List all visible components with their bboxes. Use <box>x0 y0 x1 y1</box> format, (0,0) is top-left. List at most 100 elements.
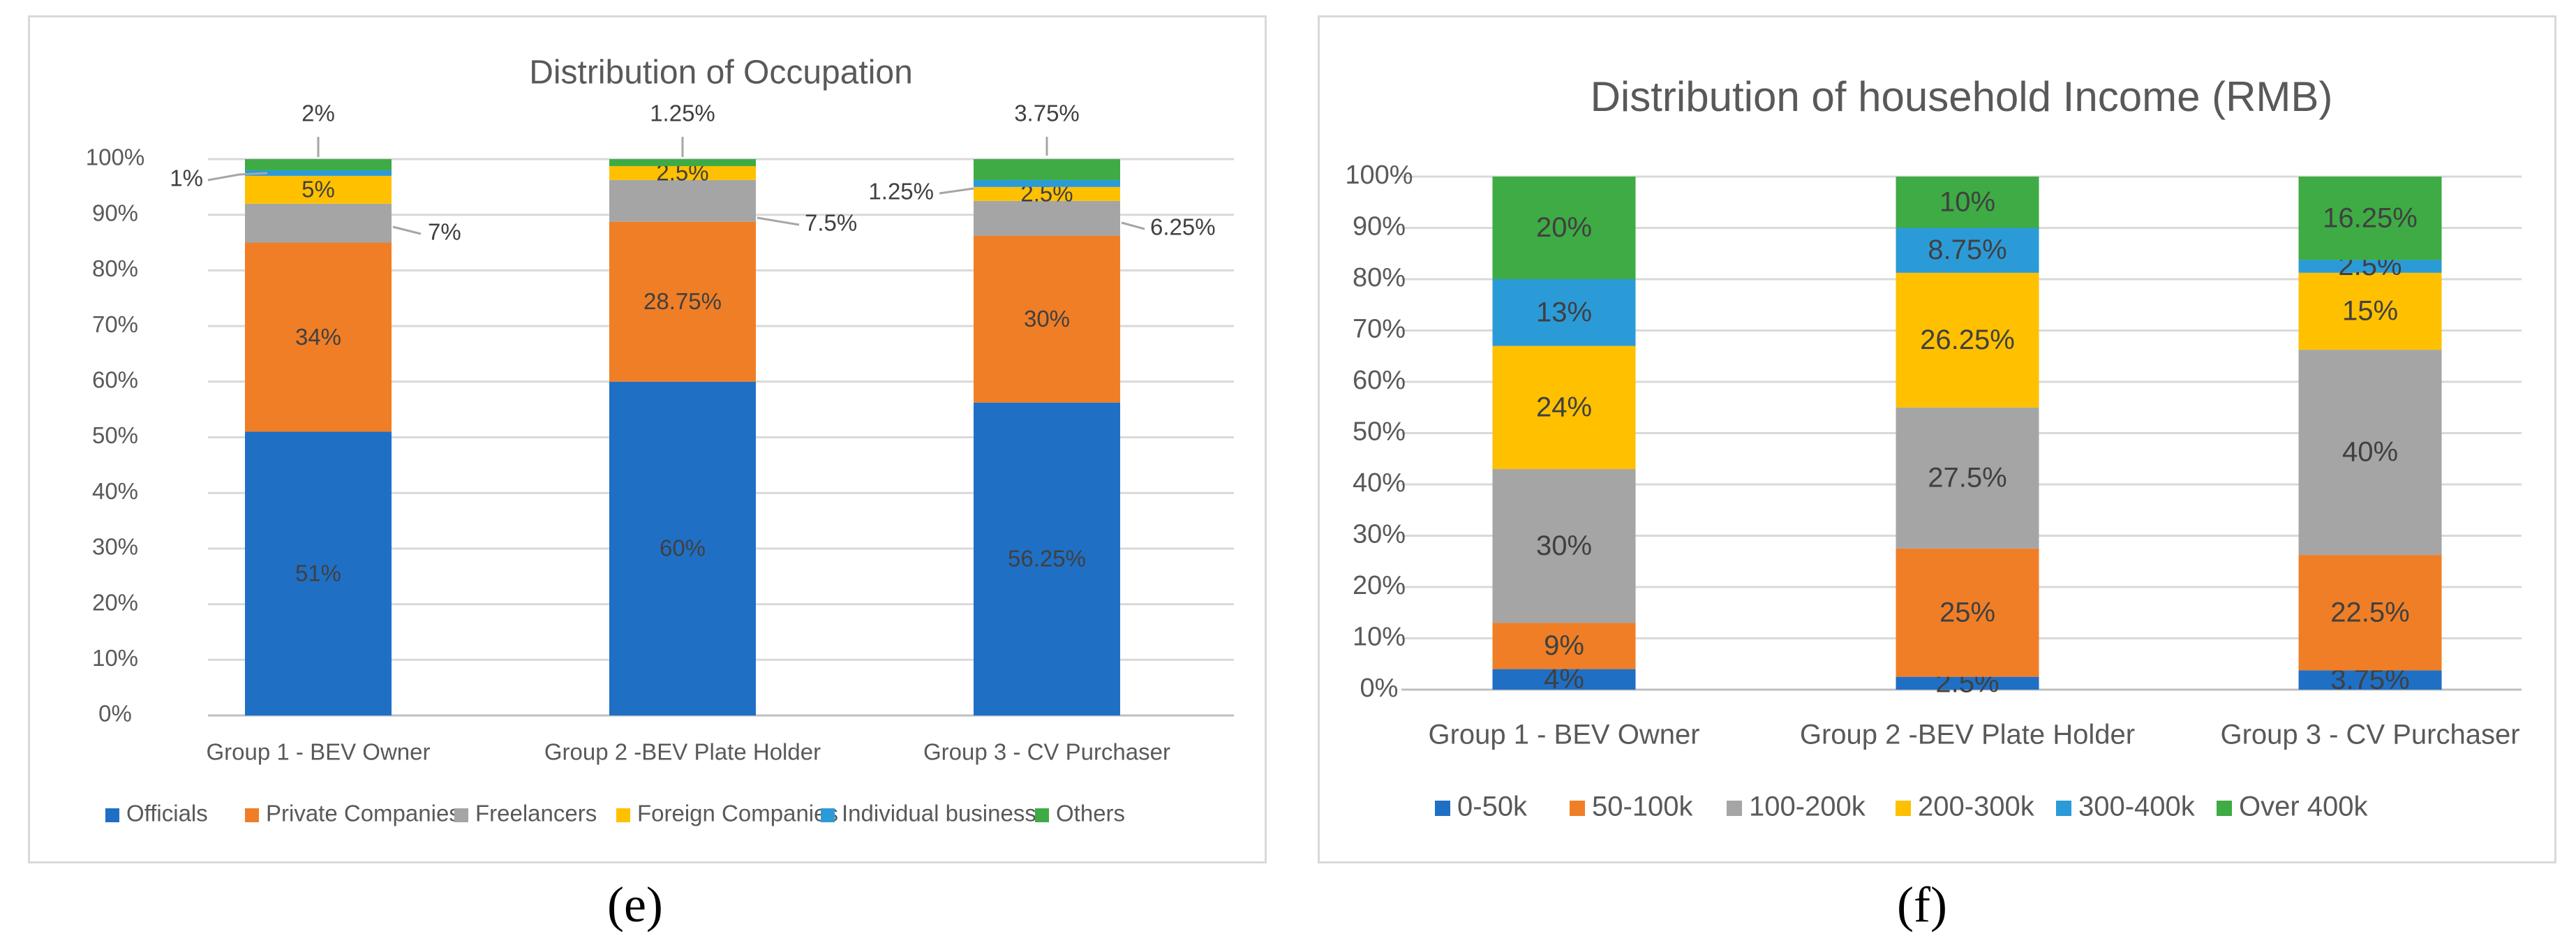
bar-segment <box>1896 228 2039 273</box>
leader-line <box>939 187 974 195</box>
legend-label: 200-300k <box>1918 792 2035 822</box>
data-label: 2% <box>301 101 335 126</box>
y-tick-label: 60% <box>92 367 138 393</box>
bar-segment <box>2298 260 2442 273</box>
y-tick-label: 80% <box>92 255 138 281</box>
data-label: 34% <box>295 324 341 350</box>
data-label: 6.25% <box>1150 214 1216 240</box>
y-tick-label: 90% <box>1353 212 1406 242</box>
legend-swatch <box>616 808 630 822</box>
legend-swatch <box>2056 801 2071 816</box>
bar-segment <box>609 221 756 382</box>
y-tick-label: 100% <box>86 144 144 170</box>
data-label: 10% <box>1940 186 1995 217</box>
y-tick-label: 70% <box>1353 315 1406 344</box>
bar-segment <box>1492 669 1636 690</box>
x-category-label: Group 2 -BEV Plate Holder <box>1800 720 2135 750</box>
bar-segment <box>1492 346 1636 469</box>
data-label: 56.25% <box>1008 546 1086 572</box>
legend-swatch <box>821 808 835 822</box>
data-label: 40% <box>2342 437 2398 468</box>
occupation-chart: Distribution of Occupation 0% 10% 20% 30% 40%… <box>86 54 1234 826</box>
legend-swatch <box>2217 801 2232 816</box>
y-tick-label: 10% <box>1353 623 1406 652</box>
legend-label: Private Companies <box>266 801 461 826</box>
bar-segment <box>1896 407 2039 549</box>
data-label: 26.25% <box>1920 325 2015 355</box>
data-label: 9% <box>1544 630 1584 661</box>
bar-segment <box>1492 468 1636 623</box>
bar-segment <box>245 175 392 204</box>
y-tick-label: 20% <box>92 589 138 615</box>
legend-label: Individual business <box>842 801 1036 826</box>
bar-segment <box>609 381 756 715</box>
legend-label: Foreign Companies <box>637 801 838 826</box>
x-category-label: Group 3 - CV Purchaser <box>923 739 1170 765</box>
data-label: 1% <box>170 165 203 191</box>
data-label: 30% <box>1024 306 1070 332</box>
bar-segment <box>609 179 756 222</box>
legend-label: 300-400k <box>2078 792 2196 822</box>
y-tick-label: 40% <box>1353 468 1406 498</box>
legend-swatch <box>1035 808 1049 822</box>
legend-label: Officials <box>126 801 208 826</box>
data-label: 8.75% <box>1928 235 2007 265</box>
legend-swatch <box>245 808 259 822</box>
legend-label: 50-100k <box>1592 792 1694 822</box>
income-chart-panel: Distribution of household Income (RMB) 0%… <box>1318 15 2556 863</box>
data-label: 7% <box>428 219 461 245</box>
bar-segment <box>1492 177 1636 279</box>
data-label: 24% <box>1536 392 1592 422</box>
data-label: 28.75% <box>643 288 722 314</box>
legend-label: 0-50k <box>1457 792 1528 822</box>
leader-line <box>757 216 800 226</box>
bar-segment <box>2298 272 2442 350</box>
legend-swatch <box>1896 801 1911 816</box>
legend-label: 100-200k <box>1749 792 1866 822</box>
bar-segment <box>2298 350 2442 556</box>
chart-title: Distribution of household Income (RMB) <box>1591 73 2333 120</box>
bar-segment <box>974 402 1120 715</box>
y-tick-label: 30% <box>1353 520 1406 549</box>
data-label: 13% <box>1536 297 1592 327</box>
bar-segment <box>2298 670 2442 690</box>
x-category-label: Group 2 -BEV Plate Holder <box>544 739 821 765</box>
leader-line <box>1121 221 1145 230</box>
data-label: 1.25% <box>650 101 715 126</box>
data-label: 30% <box>1536 530 1592 561</box>
y-tick-label: 50% <box>92 422 138 448</box>
bar-segment <box>974 179 1120 187</box>
data-label: 60% <box>660 535 706 561</box>
bar-segment <box>1896 548 2039 677</box>
leader-line <box>392 225 422 235</box>
bar-segment <box>974 200 1120 236</box>
bar-segment <box>974 159 1120 180</box>
data-label: 27.5% <box>1928 462 2007 493</box>
data-label: 7.5% <box>805 210 857 236</box>
bar-segment <box>1492 623 1636 669</box>
chart-title: Distribution of Occupation <box>529 54 913 91</box>
x-category-label: Group 1 - BEV Owner <box>1428 720 1699 750</box>
legend-swatch <box>105 808 119 822</box>
y-tick-label: 20% <box>1353 571 1406 600</box>
bar-segment <box>609 159 756 166</box>
y-tick-label: 30% <box>92 534 138 560</box>
legend-label: Over 400k <box>2239 792 2369 822</box>
x-category-label: Group 1 - BEV Owner <box>207 739 431 765</box>
bar-segment <box>1492 279 1636 346</box>
x-category-label: Group 3 - CV Purchaser <box>2220 720 2519 750</box>
y-tick-label: 0% <box>1360 674 1399 703</box>
legend-swatch <box>1570 801 1585 816</box>
occupation-chart-panel: Distribution of Occupation 0% 10% 20% 30% 40%… <box>28 15 1267 863</box>
caption-e: (e) <box>607 877 663 933</box>
caption-f: (f) <box>1897 877 1947 933</box>
bar-segment <box>2298 177 2442 260</box>
bar-segment <box>1896 676 2039 690</box>
bar-segment <box>1896 272 2039 408</box>
data-label: 16.25% <box>2323 202 2418 233</box>
data-label: 20% <box>1536 212 1592 243</box>
y-tick-label: 0% <box>98 701 132 727</box>
data-label: 5% <box>301 177 335 202</box>
y-tick-label: 100% <box>1345 161 1413 190</box>
y-tick-label: 50% <box>1353 417 1406 447</box>
